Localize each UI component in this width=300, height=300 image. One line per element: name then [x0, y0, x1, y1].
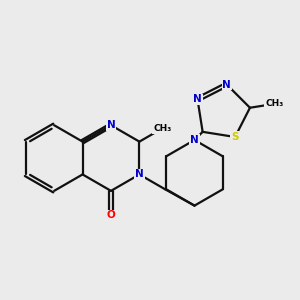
Text: CH₃: CH₃: [153, 124, 171, 133]
Text: N: N: [193, 94, 202, 104]
Text: CH₃: CH₃: [265, 99, 284, 108]
Text: N: N: [190, 135, 199, 145]
Text: O: O: [106, 211, 116, 220]
Text: N: N: [106, 120, 116, 130]
Text: N: N: [135, 169, 144, 179]
Text: N: N: [222, 80, 231, 89]
Text: S: S: [231, 132, 239, 142]
